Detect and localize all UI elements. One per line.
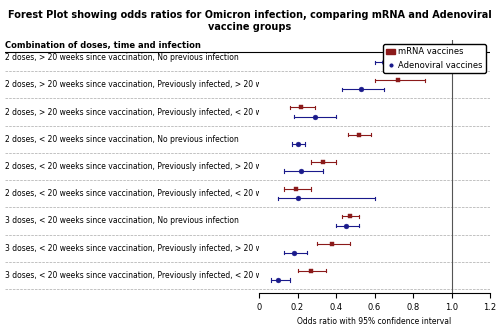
Text: 2 doses, < 20 weeks since vaccination, Previously infected, < 20 weeks since inf: 2 doses, < 20 weeks since vaccination, P… <box>5 189 338 198</box>
Text: 2 doses, > 20 weeks since vaccination, No previous infection: 2 doses, > 20 weeks since vaccination, N… <box>5 53 239 62</box>
X-axis label: Odds ratio with 95% confidence interval: Odds ratio with 95% confidence interval <box>298 317 452 326</box>
Text: 2 doses, < 20 weeks since vaccination, Previously infected, > 20 weeks since inf: 2 doses, < 20 weeks since vaccination, P… <box>5 162 338 171</box>
Text: 3 doses, < 20 weeks since vaccination, Previously infected, > 20 weeks since inf: 3 doses, < 20 weeks since vaccination, P… <box>5 244 338 253</box>
Text: Combination of doses, time and infection: Combination of doses, time and infection <box>5 41 201 50</box>
Text: 2 doses, > 20 weeks since vaccination, Previously infected, > 20 weeks since inf: 2 doses, > 20 weeks since vaccination, P… <box>5 80 338 89</box>
Text: Forest Plot showing odds ratios for Omicron infection, comparing mRNA and Adenov: Forest Plot showing odds ratios for Omic… <box>8 10 492 32</box>
Legend: mRNA vaccines, Adenoviral vaccines: mRNA vaccines, Adenoviral vaccines <box>383 44 486 73</box>
Text: 3 doses, < 20 weeks since vaccination, No previous infection: 3 doses, < 20 weeks since vaccination, N… <box>5 216 239 225</box>
Text: 3 doses, < 20 weeks since vaccination, Previously infected, < 20 weeks since inf: 3 doses, < 20 weeks since vaccination, P… <box>5 271 338 280</box>
Text: 2 doses, < 20 weeks since vaccination, No previous infection: 2 doses, < 20 weeks since vaccination, N… <box>5 135 239 144</box>
Text: 2 doses, > 20 weeks since vaccination, Previously infected, < 20 weeks since inf: 2 doses, > 20 weeks since vaccination, P… <box>5 108 338 117</box>
